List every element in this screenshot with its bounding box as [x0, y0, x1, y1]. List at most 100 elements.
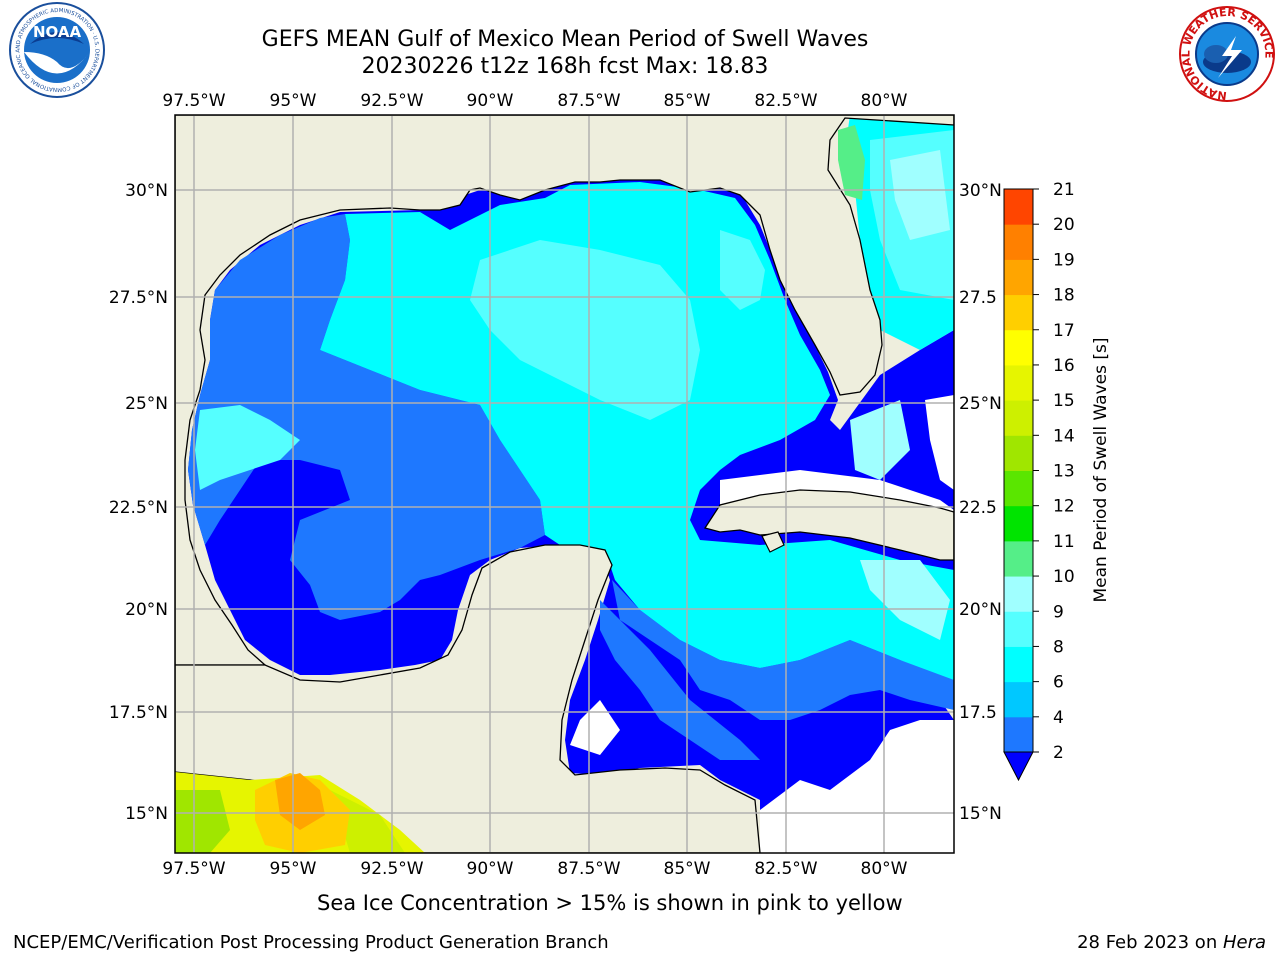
colorbar-segment [1004, 400, 1033, 436]
lat-label: 15°N [959, 804, 1002, 824]
bahamas-pale [850, 400, 910, 480]
lat-labels-right: 30°N 27.5 25°N 22.5 20°N 17.5 15°N [959, 181, 1002, 824]
gulf-pale-patch-2 [720, 230, 765, 310]
pacific-lime-patch [330, 790, 405, 853]
gulf-mid-band-south-2 [600, 600, 760, 760]
map-frame [174, 114, 955, 854]
lon-labels-bottom: 97.5°W 95°W 92.5°W 90°W 87.5°W 85°W 82.5… [162, 859, 907, 879]
colorbar-tick-label: 16 [1053, 356, 1075, 376]
gulf-mid-band [188, 214, 545, 620]
lon-label: 87.5°W [557, 859, 620, 879]
colorbar-segment [1004, 681, 1033, 718]
colorbar-segment [1004, 470, 1033, 507]
lat-label: 17.5 [959, 703, 997, 723]
lat-label: 20°N [125, 600, 168, 620]
lat-label: 20°N [959, 600, 1002, 620]
colorbar: 2 4 6 8 9 10 11 12 13 14 15 16 17 18 19 20 21 [1003, 180, 1075, 782]
lon-label: 82.5°W [754, 91, 817, 111]
lat-label: 15°N [125, 804, 168, 824]
colorbar-tick-label: 9 [1053, 602, 1064, 622]
pacific-dark-orange-field [275, 773, 325, 830]
lat-label: 22.5°N [109, 498, 168, 518]
colorbar-tick-label: 20 [1053, 215, 1075, 235]
colorbar-segment [1004, 259, 1033, 296]
colorbar-tick-label: 21 [1053, 180, 1075, 200]
lon-label: 95°W [270, 859, 317, 879]
lon-label: 97.5°W [162, 859, 225, 879]
colorbar-segment [1004, 435, 1033, 471]
lon-label: 85°W [664, 859, 711, 879]
footer-right: 28 Feb 2023 on Hera [1077, 932, 1266, 953]
lon-label: 85°W [664, 91, 711, 111]
colorbar-tick-label: 17 [1053, 321, 1075, 341]
lon-label: 95°W [270, 91, 317, 111]
no-data-area-bahamas [925, 395, 954, 490]
map-area [175, 115, 954, 853]
colorbar-segment [1004, 364, 1033, 401]
atlantic-paler [890, 150, 950, 240]
footer-left: NCEP/EMC/Verification Post Processing Pr… [13, 932, 609, 953]
lat-label: 22.5 [959, 498, 997, 518]
colorbar-segment [1004, 646, 1033, 683]
gulf-west-pale [195, 405, 300, 490]
map-title: GEFS MEAN Gulf of Mexico Mean Period of … [261, 27, 869, 52]
lon-label: 80°W [861, 91, 908, 111]
lon-labels-top: 97.5°W 95°W 92.5°W 90°W 87.5°W 85°W 82.5… [162, 91, 907, 111]
lat-label: 17.5°N [109, 703, 168, 723]
lat-labels-left: 30°N 27.5°N 25°N 22.5°N 20°N 17.5°N 15°N [109, 181, 168, 824]
lon-label: 80°W [861, 859, 908, 879]
map-subtitle: 20230226 t12z 168h fcst Max: 18.83 [361, 54, 769, 79]
colorbar-tick-label: 8 [1053, 637, 1064, 657]
lon-label: 87.5°W [557, 91, 620, 111]
gulf-mid-band-south [612, 580, 954, 720]
map-grid [175, 115, 954, 853]
lon-label: 92.5°W [360, 859, 423, 879]
lat-label: 30°N [959, 181, 1002, 201]
lon-label: 92.5°W [360, 91, 423, 111]
lon-label: 90°W [467, 91, 514, 111]
colorbar-segment [1004, 716, 1033, 753]
colorbar-segment [1004, 224, 1033, 260]
colorbar-tick-label: 18 [1053, 286, 1075, 306]
colorbar-segment [1004, 576, 1033, 612]
colorbar-segment [1004, 611, 1033, 647]
colorbar-tick-label: 2 [1053, 743, 1064, 763]
lon-label: 82.5°W [754, 859, 817, 879]
colorbar-segment [1004, 294, 1033, 331]
colorbar-label: Mean Period of Swell Waves [s] [1091, 338, 1111, 603]
footer-date: 28 Feb 2023 on [1077, 932, 1223, 953]
colorbar-tick-label: 14 [1053, 426, 1075, 446]
lat-label: 30°N [125, 181, 168, 201]
colorbar-tick-label: 19 [1053, 250, 1075, 270]
lon-label: 97.5°W [162, 91, 225, 111]
caribbean-pale [860, 560, 950, 640]
land-isla-juventud [761, 531, 785, 553]
noaa-logo-text: NOAA [33, 23, 82, 41]
footer-host: Hera [1222, 932, 1266, 953]
sea-ice-note: Sea Ice Concentration > 15% is shown in … [317, 891, 903, 915]
colorbar-tick-label: 12 [1053, 497, 1075, 517]
pacific-green-field [175, 790, 230, 853]
land-us-north [175, 115, 954, 666]
lat-label: 27.5°N [109, 288, 168, 308]
lon-label: 90°W [467, 859, 514, 879]
colorbar-under-extension [1003, 751, 1034, 782]
noaa-logo-icon: NOAA NATIONAL OCEANIC AND ATMOSPHERIC AD… [0, 0, 105, 98]
lat-label: 25°N [125, 394, 168, 414]
no-data-area-east [760, 720, 954, 853]
colorbar-tick-label: 4 [1053, 708, 1064, 728]
colorbar-tick-label: 11 [1053, 532, 1075, 552]
colorbar-tick-label: 10 [1053, 567, 1075, 587]
lat-label: 27.5 [959, 288, 997, 308]
gulf-pale-patch [470, 240, 700, 420]
nws-logo-icon: NATIONAL WEATHER SERVICE [1179, 6, 1276, 102]
no-data-area-bay [570, 700, 620, 755]
colorbar-tick-label: 13 [1053, 462, 1075, 482]
colorbar-segment [1004, 505, 1033, 542]
colorbar-segment [1004, 189, 1033, 225]
colorbar-tick-label: 6 [1053, 673, 1064, 693]
colorbar-segment [1004, 329, 1033, 366]
atlantic-green-patch [838, 125, 865, 200]
colorbar-tick-label: 15 [1053, 391, 1075, 411]
